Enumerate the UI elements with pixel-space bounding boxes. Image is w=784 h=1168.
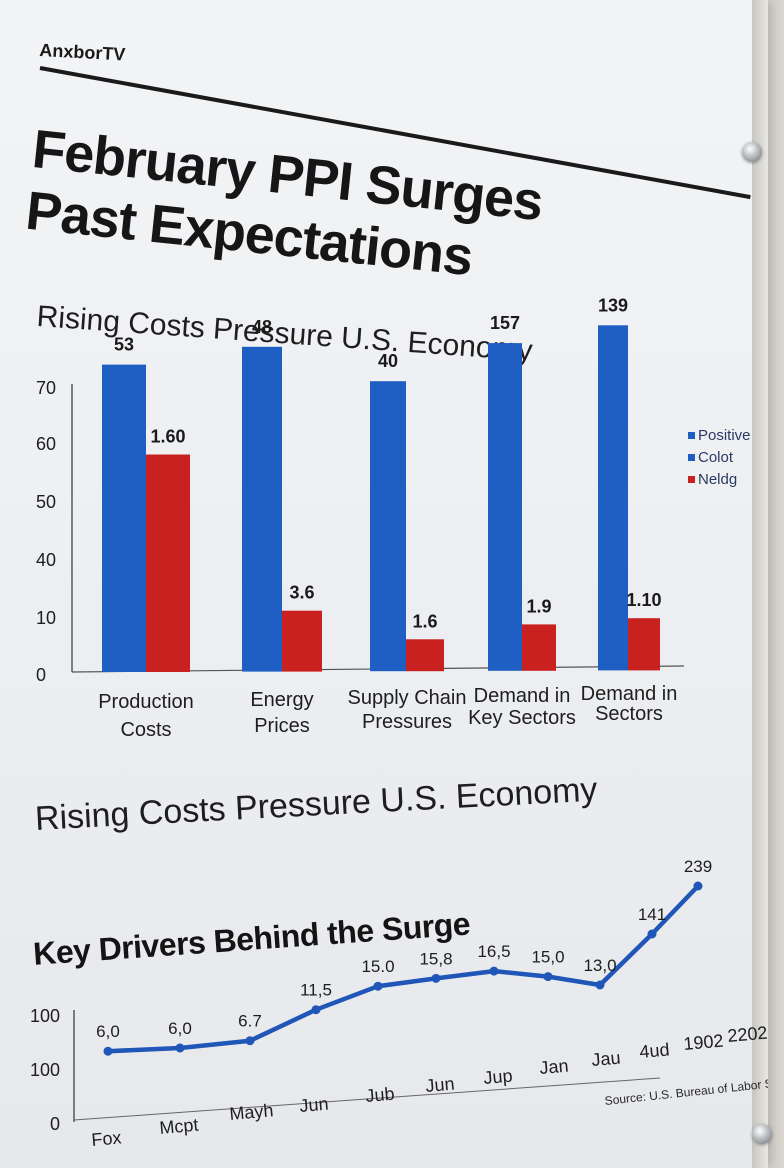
y-tick-label: 60 <box>36 434 56 454</box>
data-label: 6,0 <box>96 1022 120 1041</box>
x-tick-label: Jau <box>591 1048 622 1070</box>
data-label: 139 <box>598 295 628 315</box>
bar-positive <box>598 325 628 671</box>
data-point <box>311 1005 321 1015</box>
x-tick-label: Jup <box>483 1066 514 1088</box>
data-label: 1.10 <box>626 590 661 610</box>
legend-swatch <box>688 476 695 483</box>
category-label: Pressures <box>362 711 452 733</box>
data-label: 15,8 <box>419 949 452 968</box>
data-label: 6.7 <box>238 1012 262 1031</box>
bar-neldg <box>282 610 322 672</box>
data-point <box>245 1036 255 1046</box>
data-label: 157 <box>490 313 520 333</box>
data-point <box>647 929 657 939</box>
x-tick-label: Mayh <box>229 1100 275 1124</box>
data-label: 1.60 <box>150 427 185 447</box>
data-label: 16,5 <box>477 942 510 961</box>
data-point <box>431 973 441 983</box>
legend-label: Colot <box>698 449 734 466</box>
y-tick-label: 0 <box>50 1114 60 1134</box>
y-tick-label: 100 <box>30 1006 60 1026</box>
data-label: 1.9 <box>526 596 551 616</box>
bar-positive <box>488 343 522 671</box>
x-tick-label: Jan <box>539 1056 570 1078</box>
x-tick-label: Mcpt <box>159 1115 200 1138</box>
y-tick-label: 40 <box>36 550 56 570</box>
x-tick-label: Jun <box>425 1074 456 1096</box>
bar-positive <box>370 381 406 672</box>
y-tick-label: 50 <box>36 492 56 512</box>
data-label: 48 <box>252 317 272 337</box>
data-point <box>693 881 703 891</box>
data-label: 13,0 <box>583 956 616 975</box>
data-label: 141 <box>638 905 666 924</box>
category-label: Production <box>98 691 194 713</box>
bar-neldg <box>406 639 444 672</box>
data-point <box>595 980 605 990</box>
category-label: Key Sectors <box>468 707 576 729</box>
bar-neldg <box>628 618 660 671</box>
y-tick-label: 10 <box>36 608 56 628</box>
x-tick-label: Jub <box>365 1084 396 1106</box>
data-label: 1.6 <box>412 611 437 631</box>
bar-neldg <box>146 454 190 672</box>
y-tick-label: 0 <box>36 665 46 685</box>
line-chart: 100 100 0 6,0 6,0 6.7 11,5 15.0 15,8 16,5 15,0 13,0… <box>30 857 768 1150</box>
y-tick-label: 70 <box>36 378 56 398</box>
category-label: Prices <box>254 715 310 737</box>
x-tick-label: Fox <box>91 1127 123 1150</box>
data-label: 15.0 <box>361 957 394 976</box>
data-point <box>175 1043 185 1053</box>
data-point <box>543 972 553 982</box>
data-point <box>103 1046 113 1056</box>
category-label: Energy <box>250 689 313 711</box>
legend-swatch <box>688 432 695 439</box>
x-tick-label: 1902 <box>683 1031 725 1054</box>
pin-bottom <box>752 1124 772 1144</box>
x-tick-label: 4ud <box>639 1039 671 1062</box>
category-label: Demand in <box>474 685 571 707</box>
x-axis <box>73 1077 661 1121</box>
data-label: 40 <box>378 351 398 371</box>
data-label: 6,0 <box>168 1019 192 1038</box>
bar-neldg <box>522 624 556 671</box>
category-label: Demand in <box>581 683 678 705</box>
legend-swatch <box>688 454 695 461</box>
data-point <box>373 981 383 991</box>
category-label: Sectors <box>595 703 663 725</box>
x-tick-label: Jun <box>299 1094 330 1116</box>
data-label: 3.6 <box>289 583 314 603</box>
bar-positive <box>242 346 282 672</box>
data-label: 53 <box>114 335 134 355</box>
legend-label: Positive <box>698 427 751 444</box>
x-tick-label: 2202 <box>727 1023 768 1046</box>
poster-edge <box>752 0 768 1168</box>
data-point <box>489 966 499 976</box>
legend-label: Neldg <box>698 471 737 488</box>
category-label: Supply Chain <box>348 687 467 709</box>
data-label: 11,5 <box>300 981 332 1000</box>
bar-positive <box>102 364 146 672</box>
category-label: Costs <box>120 719 171 741</box>
y-tick-label: 100 <box>30 1060 60 1080</box>
bar-chart: 70 60 50 40 10 0 53 1.60 Production Costs 48 3.6 Ene… <box>36 295 751 741</box>
poster-board: AnxborTV February PPI Surges Past Expect… <box>0 0 768 1168</box>
data-label: 239 <box>684 857 712 876</box>
data-label: 15,0 <box>531 948 564 967</box>
pin-top <box>742 142 762 162</box>
